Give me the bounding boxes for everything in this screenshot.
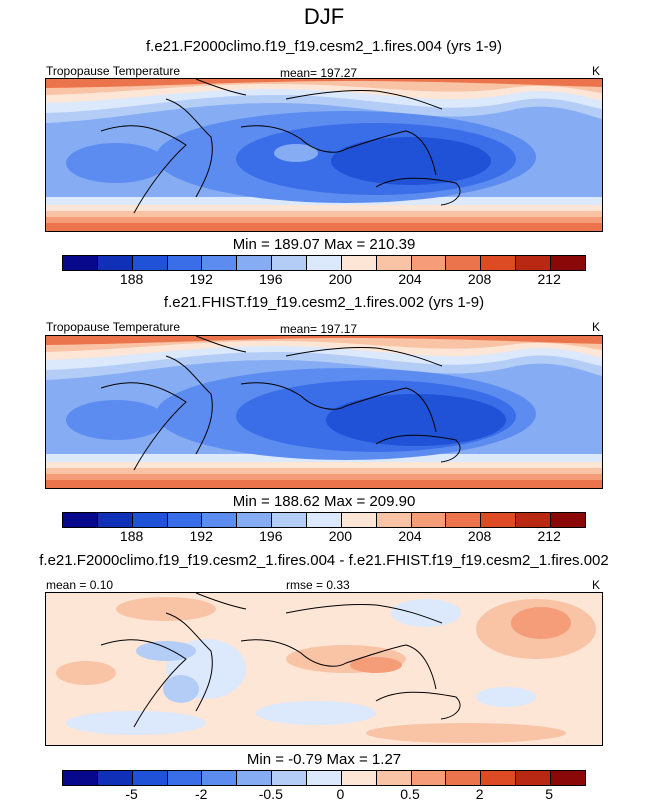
colorbar-tick-label: 0.5 [400, 786, 420, 802]
colorbar-tick-label: 196 [259, 271, 283, 287]
colorbar-segment [97, 771, 133, 785]
colorbar-segment [411, 771, 447, 785]
panel3-map [45, 592, 603, 746]
panel2-colorbar [62, 512, 586, 528]
colorbar-segment [516, 256, 552, 270]
panel1-subtitle: f.e21.F2000climo.f19_f19.cesm2_1.fires.0… [145, 38, 502, 55]
colorbar-segment [167, 256, 203, 270]
colorbar-segment [272, 513, 308, 527]
colorbar-segment [481, 513, 517, 527]
panel2-left-label: Tropopause Temperature [46, 320, 181, 334]
panel2-minmax: Min = 188.62 Max = 209.90 [232, 493, 416, 510]
colorbar-tick-label: 192 [189, 528, 213, 544]
colorbar-tick-label: 204 [398, 528, 422, 544]
panel2-colorbar-ticks: 188 192 196 200 204 208 212 [62, 528, 584, 548]
colorbar-segment [272, 771, 308, 785]
colorbar-tick-label: 208 [467, 528, 492, 544]
panel3-subtitle: f.e21.F2000climo.f19_f19.cesm2_1.fires.0… [39, 552, 609, 569]
colorbar-tick-label: 200 [328, 528, 353, 544]
colorbar-segment [167, 513, 203, 527]
colorbar-segment [341, 513, 377, 527]
colorbar-tick-label: -0.5 [258, 786, 283, 802]
colorbar-segment [202, 256, 238, 270]
colorbar-tick-label: 188 [119, 271, 144, 287]
colorbar-segment [516, 771, 552, 785]
panel1-coastlines [100, 79, 461, 214]
colorbar-segment [446, 513, 482, 527]
colorbar-segment [167, 771, 203, 785]
colorbar-tick-label: 196 [259, 528, 283, 544]
colorbar-segment [341, 256, 377, 270]
colorbar-tick-label: 204 [398, 271, 422, 287]
colorbar-segment [272, 256, 308, 270]
panel3-colorbar [62, 770, 586, 786]
colorbar-tick-label: 212 [537, 271, 561, 287]
colorbar-segment [63, 771, 98, 785]
colorbar-tick-label: 200 [328, 271, 353, 287]
colorbar-segment [376, 513, 412, 527]
colorbar-tick-label: 5 [545, 786, 554, 802]
colorbar-segment [237, 256, 273, 270]
panel2-coastlines [100, 336, 461, 471]
panel3-coastlines [100, 593, 461, 728]
main-title: DJF [303, 4, 345, 29]
colorbar-segment [132, 256, 168, 270]
colorbar-segment [551, 256, 585, 270]
colorbar-tick-label: 208 [467, 271, 492, 287]
panel2-subtitle: f.e21.FHIST.f19_f19.cesm2_1.fires.002 (y… [163, 294, 485, 311]
colorbar-segment [132, 771, 168, 785]
colorbar-tick-label: 212 [537, 528, 561, 544]
panel2-map [45, 335, 603, 489]
colorbar-segment [551, 771, 585, 785]
colorbar-segment [202, 513, 238, 527]
colorbar-tick-label: -2 [194, 786, 208, 802]
colorbar-segment [481, 256, 517, 270]
panel1-map [45, 78, 603, 232]
colorbar-tick-label: 2 [475, 786, 484, 802]
colorbar-segment [237, 771, 273, 785]
panel1-left-label: Tropopause Temperature [46, 64, 181, 78]
colorbar-segment [202, 771, 238, 785]
panel1-colorbar-ticks: 188 192 196 200 204 208 212 [62, 271, 584, 291]
colorbar-tick-label: 0 [336, 786, 345, 802]
colorbar-segment [376, 771, 412, 785]
colorbar-segment [551, 513, 585, 527]
colorbar-tick-label: 192 [189, 271, 213, 287]
colorbar-segment [97, 513, 133, 527]
colorbar-segment [132, 513, 168, 527]
panel2-units: K [592, 320, 601, 334]
colorbar-segment [341, 771, 377, 785]
panel1-colorbar [62, 255, 586, 271]
colorbar-segment [446, 771, 482, 785]
panel1-units: K [592, 64, 601, 78]
colorbar-tick-label: 188 [119, 528, 144, 544]
panel3-minmax: Min = -0.79 Max = 1.27 [246, 751, 402, 768]
colorbar-segment [63, 513, 98, 527]
colorbar-segment [516, 513, 552, 527]
colorbar-segment [307, 513, 342, 527]
panel3-mean-label: mean = 0.10 [46, 578, 114, 592]
panel3-colorbar-ticks: -5 -2 -0.5 0 0.5 2 5 [62, 786, 584, 806]
colorbar-segment [307, 256, 342, 270]
colorbar-segment [237, 513, 273, 527]
panel1-mean-label: mean= 197.27 [280, 66, 358, 80]
panel1-minmax: Min = 189.07 Max = 210.39 [232, 236, 416, 253]
panel3-rmse-label: rmse = 0.33 [286, 578, 350, 592]
colorbar-tick-label: -5 [125, 786, 138, 802]
colorbar-segment [376, 256, 412, 270]
colorbar-segment [307, 771, 342, 785]
panel2-mean-label: mean= 197.17 [280, 322, 358, 336]
colorbar-segment [446, 256, 482, 270]
colorbar-segment [97, 256, 133, 270]
colorbar-segment [411, 513, 447, 527]
panel3-units: K [592, 578, 601, 592]
colorbar-segment [63, 256, 98, 270]
colorbar-segment [481, 771, 517, 785]
colorbar-segment [411, 256, 447, 270]
